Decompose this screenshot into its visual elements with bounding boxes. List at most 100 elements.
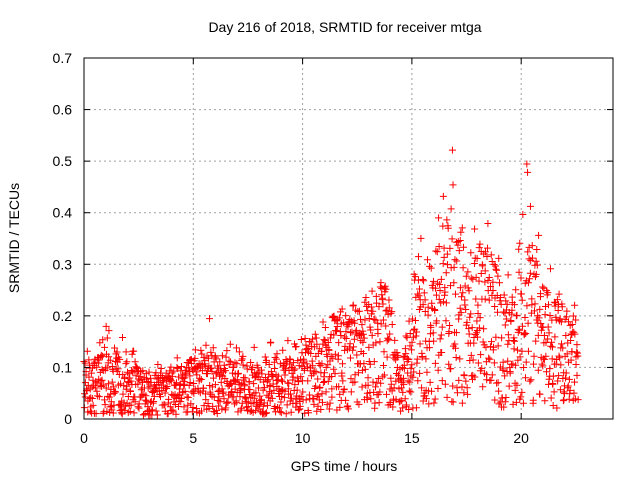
- data-point: [234, 408, 242, 416]
- data-point: [493, 379, 501, 387]
- data-point: [201, 363, 209, 371]
- data-point: [462, 272, 470, 280]
- data-point: [540, 331, 548, 339]
- data-point: [344, 323, 352, 331]
- data-point: [307, 338, 315, 346]
- data-point: [330, 365, 338, 373]
- data-point: [556, 354, 564, 362]
- data-point: [460, 389, 468, 397]
- data-point: [250, 380, 258, 388]
- data-point: [456, 236, 464, 244]
- data-point: [524, 168, 532, 176]
- data-point: [372, 292, 380, 300]
- data-point: [530, 352, 538, 360]
- data-point: [312, 382, 320, 390]
- data-point: [363, 396, 371, 404]
- data-point: [511, 386, 519, 394]
- data-point: [416, 369, 424, 377]
- data-point: [198, 350, 206, 358]
- data-point: [414, 253, 422, 261]
- data-point: [461, 296, 469, 304]
- y-tick-labels: 0 0.1 0.2 0.3 0.4 0.5 0.6 0.7: [53, 50, 73, 427]
- data-point: [218, 405, 226, 413]
- data-point: [559, 397, 567, 405]
- data-point: [479, 262, 487, 270]
- data-point: [526, 202, 534, 210]
- data-point: [451, 256, 459, 264]
- data-point: [213, 369, 221, 377]
- data-point: [144, 403, 152, 411]
- data-point: [434, 385, 442, 393]
- data-point: [452, 238, 460, 246]
- data-point: [532, 270, 540, 278]
- data-point: [512, 398, 520, 406]
- data-point: [528, 301, 536, 309]
- data-point: [358, 321, 366, 329]
- data-point: [563, 350, 571, 358]
- data-point: [222, 353, 230, 361]
- data-point: [161, 401, 169, 409]
- data-point: [410, 368, 418, 376]
- data-point: [545, 301, 553, 309]
- data-point: [150, 392, 158, 400]
- data-point: [346, 354, 354, 362]
- data-point: [483, 376, 491, 384]
- data-point: [281, 371, 289, 379]
- data-point: [472, 273, 480, 281]
- data-point: [245, 378, 253, 386]
- data-point: [571, 330, 579, 338]
- data-point: [501, 309, 509, 317]
- data-point: [491, 262, 499, 270]
- data-point: [452, 353, 460, 361]
- data-point: [455, 247, 463, 255]
- data-point: [481, 295, 489, 303]
- data-point: [350, 335, 358, 343]
- data-point: [202, 341, 210, 349]
- data-point: [339, 377, 347, 385]
- data-point: [209, 402, 217, 410]
- data-point: [241, 382, 249, 390]
- data-point: [471, 225, 479, 233]
- data-point: [292, 342, 300, 350]
- data-point: [510, 345, 518, 353]
- data-point: [246, 386, 254, 394]
- data-point: [494, 272, 502, 280]
- data-point: [467, 249, 475, 257]
- data-point: [546, 311, 554, 319]
- data-point: [85, 373, 93, 381]
- data-point: [126, 374, 134, 382]
- data-point: [557, 318, 565, 326]
- data-point: [128, 350, 136, 358]
- data-point: [534, 331, 542, 339]
- data-point: [235, 348, 243, 356]
- data-point: [383, 353, 391, 361]
- data-point: [516, 353, 524, 361]
- data-point: [172, 410, 180, 418]
- data-point: [334, 316, 342, 324]
- data-point: [209, 344, 217, 352]
- data-point: [472, 295, 480, 303]
- data-point: [252, 389, 260, 397]
- data-point: [278, 386, 286, 394]
- data-point: [537, 326, 545, 334]
- data-point: [399, 388, 407, 396]
- data-point: [456, 304, 464, 312]
- data-point: [535, 314, 543, 322]
- data-point: [566, 386, 574, 394]
- data-point: [346, 329, 354, 337]
- data-point: [307, 350, 315, 358]
- data-point: [453, 389, 461, 397]
- data-point: [458, 399, 466, 407]
- data-point: [559, 344, 567, 352]
- data-point: [533, 261, 541, 269]
- data-point: [122, 360, 130, 368]
- data-point: [326, 334, 334, 342]
- data-point: [379, 300, 387, 308]
- data-point: [421, 392, 429, 400]
- data-point: [325, 346, 333, 354]
- data-point: [109, 409, 117, 417]
- data-point: [479, 383, 487, 391]
- data-point: [565, 318, 573, 326]
- data-point: [173, 354, 181, 362]
- data-point: [447, 365, 455, 373]
